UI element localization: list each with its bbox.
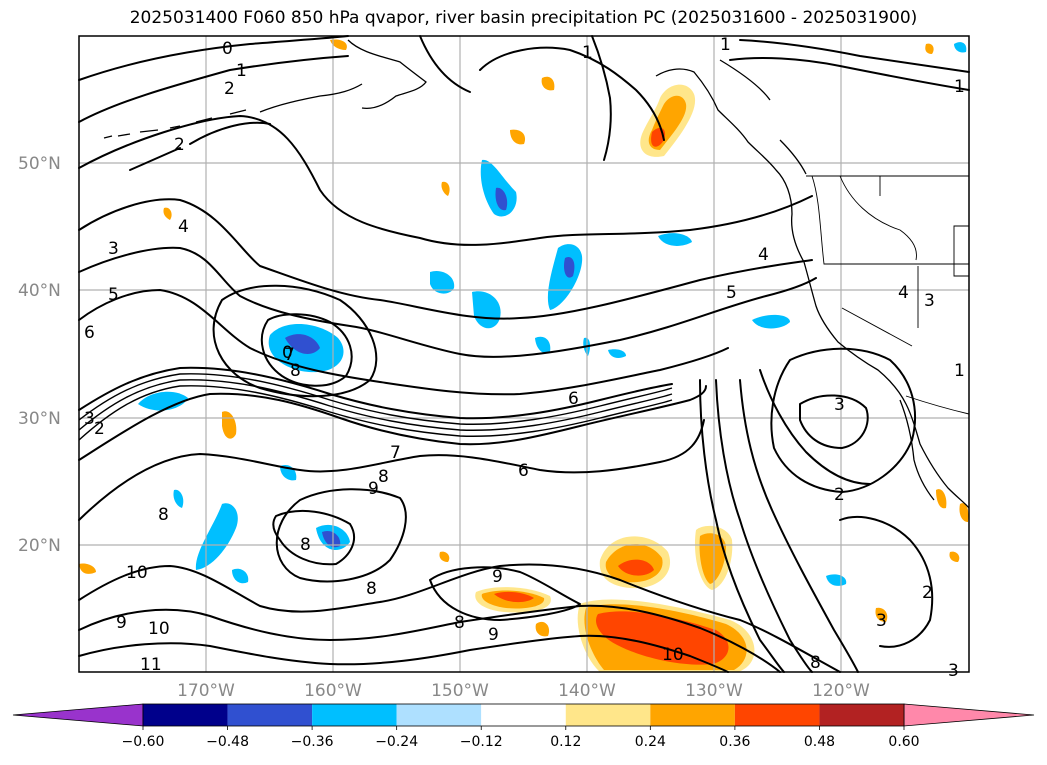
lat-label: 50°N: [18, 154, 61, 174]
colorbar-segment: [650, 704, 735, 726]
lon-label: 130°W: [685, 681, 743, 701]
lat-label: 40°N: [18, 281, 61, 301]
colorbar-tick-label: 0.12: [550, 734, 581, 750]
contour-label: 9: [492, 567, 503, 587]
colorbar-segment: [734, 704, 820, 726]
colorbar-segment: [481, 704, 566, 726]
colorbar-tick-label: 0.48: [804, 734, 835, 750]
contour-label: 7: [390, 443, 401, 463]
colorbar-tick-label: 0.60: [888, 734, 919, 750]
contour-label: 8: [378, 467, 389, 487]
contour-label: 1: [720, 35, 731, 55]
contour-label: 2: [94, 419, 105, 439]
lon-label: 160°W: [304, 681, 362, 701]
colorbar-tick-label: −0.24: [375, 734, 418, 750]
lon-label: 120°W: [812, 681, 870, 701]
contour-label: 10: [148, 619, 170, 639]
contour-label: 8: [810, 653, 821, 673]
contour-label: 7: [284, 345, 295, 365]
contour-label: 4: [178, 217, 189, 237]
colorbar-segment: [396, 704, 482, 726]
lat-label: 20°N: [18, 536, 61, 556]
colorbar-segment: [143, 704, 228, 726]
contour-label: 0: [222, 39, 233, 59]
colorbar-frame: [142, 703, 905, 727]
shading-layer: [79, 39, 969, 672]
contour-label: 1: [236, 61, 247, 81]
contour-label: 6: [84, 323, 95, 343]
contour-label: 1: [582, 43, 593, 63]
coastlines: [103, 39, 970, 509]
map-frame: [78, 35, 970, 673]
contour-label: 4: [898, 283, 909, 303]
positive-precip-shading: [79, 39, 969, 672]
lat-label: 30°N: [18, 409, 61, 429]
contour-label: 2: [224, 79, 235, 99]
contour-label: 9: [488, 625, 499, 645]
contour-label: 5: [726, 283, 737, 303]
contour-label: 8: [158, 505, 169, 525]
contour-label: 3: [84, 409, 95, 429]
contour-label: 8: [366, 579, 377, 599]
contour-label: 6: [518, 461, 529, 481]
contour-label: 9: [116, 613, 127, 633]
political-borders: [806, 175, 970, 415]
map-title: 2025031400 F060 850 hPa qvapor, river ba…: [129, 8, 918, 28]
colorbar-segment: [227, 704, 313, 726]
colorbar-extend-low: [12, 703, 144, 727]
contour-label: 10: [126, 563, 148, 583]
contour-label: 3: [924, 291, 935, 311]
contour-labels: 0 1 2 2 3 4 5 6 7 8 9 10 11 6 6 7 8 9 8 …: [84, 35, 965, 681]
colorbar-tick-label: −0.12: [460, 734, 503, 750]
colorbar-extend-high: [903, 703, 1035, 727]
contour-label: 2: [922, 583, 933, 603]
contour-label: 3: [108, 239, 119, 259]
contour-label: 11: [140, 655, 162, 675]
contour-label: 1: [954, 361, 965, 381]
contour-lines: [78, 35, 970, 673]
gridlines: [79, 36, 969, 672]
colorbar: −0.60 −0.48 −0.36 −0.24 −0.12 0.12 0.24 0.36 0.4…: [12, 703, 1035, 750]
contour-label: 10: [662, 645, 684, 665]
colorbar-tick-label: −0.36: [291, 734, 334, 750]
contour-label: 0: [282, 343, 293, 363]
colorbar-tick-label: 0.36: [719, 734, 750, 750]
contour-label: 2: [174, 135, 185, 155]
contour-label: 8: [290, 361, 301, 381]
contour-label: 2: [834, 485, 845, 505]
contour-label: 3: [948, 661, 959, 681]
colorbar-tick-label: −0.48: [206, 734, 249, 750]
contour-label: 3: [834, 395, 845, 415]
colorbar-segment: [565, 704, 651, 726]
contour-label: 3: [876, 611, 887, 631]
colorbar-segment: [312, 704, 397, 726]
latitude-labels: 50°N 40°N 30°N 20°N: [18, 154, 61, 556]
lon-label: 170°W: [177, 681, 235, 701]
contour-label: 5: [108, 285, 119, 305]
contour-label: 9: [368, 479, 379, 499]
lon-label: 140°W: [558, 681, 616, 701]
colorbar-tick-label: 0.24: [635, 734, 666, 750]
negative-precip-shading: [138, 42, 967, 586]
contour-label: 8: [300, 535, 311, 555]
contour-label: 6: [568, 389, 579, 409]
longitude-labels: 170°W 160°W 150°W 140°W 130°W 120°W: [177, 681, 870, 701]
lon-label: 150°W: [431, 681, 489, 701]
contour-label: 1: [954, 77, 965, 97]
contour-label: 4: [758, 245, 769, 265]
contour-label: 8: [454, 613, 465, 633]
colorbar-segment: [819, 704, 904, 726]
colorbar-tick-label: −0.60: [122, 734, 165, 750]
